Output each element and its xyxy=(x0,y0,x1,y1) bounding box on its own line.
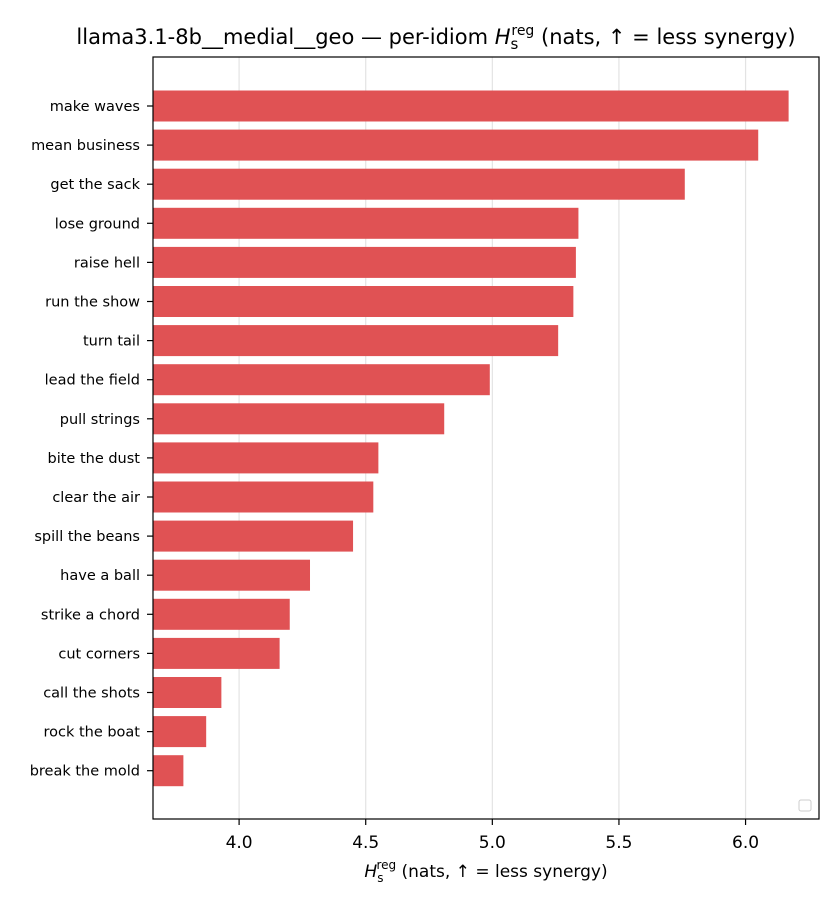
y-tick-label: turn tail xyxy=(83,334,140,350)
bar xyxy=(153,520,354,552)
y-tick-label: strike a chord xyxy=(41,607,140,623)
bar xyxy=(153,677,222,708)
y-tick-label: lose ground xyxy=(55,216,140,232)
bar xyxy=(153,168,685,200)
y-tick-label: break the mold xyxy=(30,764,140,780)
y-tick-label: call the shots xyxy=(43,686,140,702)
y-tick-label: get the sack xyxy=(50,177,140,193)
y-tick-label: mean business xyxy=(31,138,140,154)
bar xyxy=(153,325,559,357)
x-tick-label: 5.5 xyxy=(605,833,632,853)
y-tick-label: clear the air xyxy=(52,490,140,506)
x-tick-label: 6.0 xyxy=(732,833,759,853)
y-tick-label: cut corners xyxy=(58,646,140,662)
x-axis-label: Hsreg (nats, ↑ = less synergy) xyxy=(364,858,607,885)
bar xyxy=(153,246,576,278)
bar xyxy=(153,403,445,435)
bar xyxy=(153,481,374,513)
category-labels: make waves mean business get the sack lose … xyxy=(30,99,153,780)
bar xyxy=(153,559,311,591)
bar xyxy=(153,598,290,630)
y-tick-label: bite the dust xyxy=(48,451,141,467)
y-tick-label: make waves xyxy=(50,99,140,115)
bar xyxy=(153,716,207,748)
bars xyxy=(153,90,789,787)
legend-box xyxy=(798,799,812,812)
x-tick-label: 5.0 xyxy=(479,833,506,853)
y-tick-label: pull strings xyxy=(60,412,140,428)
y-tick-label: have a ball xyxy=(60,568,140,584)
bar xyxy=(153,129,759,161)
x-tick-label: 4.5 xyxy=(352,833,379,853)
y-tick-label: run the show xyxy=(45,295,140,311)
bar xyxy=(153,755,184,787)
y-tick-label: raise hell xyxy=(74,255,140,271)
bar xyxy=(153,364,490,396)
y-tick-label: rock the boat xyxy=(43,725,140,741)
chart-title: llama3.1-8b__medial__geo — per-idiom Hsr… xyxy=(76,23,795,53)
y-tick-label: lead the field xyxy=(45,373,140,389)
x-tick-label: 4.0 xyxy=(226,833,253,853)
bar xyxy=(153,207,579,239)
bar xyxy=(153,442,379,474)
bar xyxy=(153,90,789,122)
bar xyxy=(153,286,574,317)
plot-frame xyxy=(152,56,820,820)
y-tick-label: spill the beans xyxy=(34,529,140,545)
bar xyxy=(153,637,280,669)
x-axis-ticks: 4.0 4.5 5.0 5.5 6.0 xyxy=(226,819,759,853)
